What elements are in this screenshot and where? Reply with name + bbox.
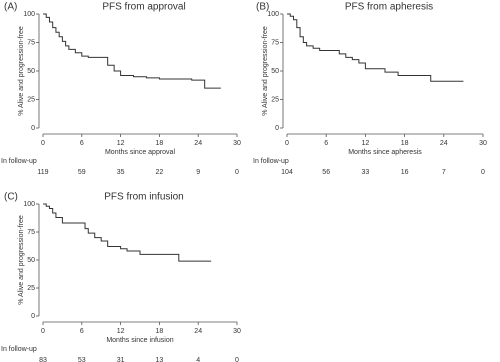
at-risk-count: 13	[156, 357, 164, 362]
at-risk-count: 119	[37, 169, 48, 176]
panel: (C) PFS from infusion % Alive and progress…	[1, 192, 241, 362]
y-tick-label: 100	[267, 11, 279, 18]
at-risk-count: 53	[78, 357, 86, 362]
x-tick-label: 30	[233, 140, 241, 147]
at-risk-label: In follow-up	[1, 158, 37, 165]
y-axis-label: % Alive and progression-free	[18, 26, 25, 116]
x-tick-label: 24	[194, 328, 202, 335]
at-risk-count: 83	[39, 357, 47, 362]
survival-curve	[43, 203, 212, 262]
x-tick-label: 6	[324, 140, 328, 147]
y-tick-label: 0	[31, 125, 35, 132]
x-tick-label: 12	[117, 328, 125, 335]
y-tick-label: 100	[23, 11, 35, 18]
y-axis-label: % Alive and progression-free	[18, 215, 25, 305]
at-risk-count: 0	[235, 357, 239, 362]
chart-title: PFS from approval	[102, 2, 185, 13]
y-tick-label: 75	[271, 39, 279, 46]
panel-label: (A)	[4, 2, 17, 13]
y-tick-label: 50	[271, 68, 279, 75]
x-tick-label: 12	[117, 140, 125, 147]
at-risk-count: 16	[401, 169, 409, 176]
at-risk-count: 31	[117, 357, 125, 362]
x-tick-label: 0	[41, 328, 45, 335]
y-tick-label: 0	[31, 313, 35, 320]
at-risk-count: 33	[362, 169, 370, 176]
survival-curve	[287, 13, 464, 82]
at-risk-count: 4	[196, 357, 200, 362]
at-risk-count: 56	[322, 169, 330, 176]
x-tick-label: 0	[41, 140, 45, 147]
panel-label: (B)	[256, 2, 269, 13]
at-risk-count: 104	[281, 169, 293, 176]
x-tick-label: 24	[194, 140, 202, 147]
y-tick-label: 25	[27, 285, 35, 292]
at-risk-count: 35	[117, 169, 125, 176]
y-tick-label: 0	[275, 125, 279, 132]
y-axis-label: % Alive and progression-free	[262, 26, 269, 116]
at-risk-label: In follow-up	[253, 158, 289, 165]
survival-curve	[43, 13, 221, 89]
x-axis-label: Months since infusion	[106, 337, 173, 344]
chart-title: PFS from apheresis	[345, 2, 433, 13]
at-risk-label: In follow-up	[1, 346, 37, 353]
at-risk-count: 22	[156, 169, 164, 176]
y-tick-label: 50	[27, 257, 35, 264]
at-risk-count: 0	[235, 169, 239, 176]
x-axis-label: Months since approval	[105, 149, 175, 156]
y-tick-label: 50	[27, 68, 35, 75]
panel: (B) PFS from apheresis % Alive and progres…	[253, 2, 487, 176]
x-tick-label: 6	[80, 140, 84, 147]
at-risk-count: 0	[481, 169, 485, 176]
chart-title: PFS from infusion	[104, 192, 183, 203]
x-tick-label: 12	[362, 140, 370, 147]
x-tick-label: 24	[440, 140, 448, 147]
at-risk-count: 7	[442, 169, 446, 176]
panel: (A) PFS from approval % Alive and progress…	[1, 2, 241, 176]
y-tick-label: 25	[271, 96, 279, 103]
x-tick-label: 30	[479, 140, 487, 147]
x-tick-label: 30	[233, 328, 241, 335]
panel-label: (C)	[4, 192, 18, 203]
y-tick-label: 25	[27, 96, 35, 103]
x-tick-label: 18	[401, 140, 409, 147]
x-tick-label: 0	[285, 140, 289, 147]
y-tick-label: 75	[27, 39, 35, 46]
y-tick-label: 100	[23, 201, 35, 208]
x-tick-label: 18	[156, 328, 164, 335]
at-risk-count: 9	[196, 169, 200, 176]
x-tick-label: 18	[156, 140, 164, 147]
at-risk-count: 59	[78, 169, 86, 176]
x-axis-label: Months since apheresis	[348, 149, 422, 156]
x-tick-label: 6	[80, 328, 84, 335]
y-tick-label: 75	[27, 229, 35, 236]
